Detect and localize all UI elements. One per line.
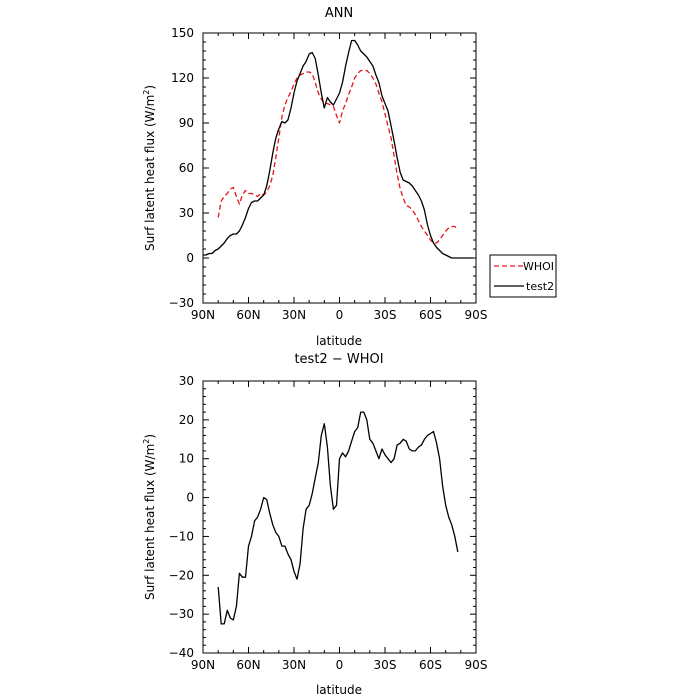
x-tick-label: 60N xyxy=(236,658,260,672)
top-chart-series-lines xyxy=(203,39,473,259)
y-tick-label: 10 xyxy=(179,452,194,466)
x-tick-label: 90N xyxy=(191,658,215,672)
y-tick-label: −10 xyxy=(169,529,194,543)
y-tick-label: 60 xyxy=(179,161,194,175)
y-tick-label: −30 xyxy=(169,296,194,310)
bottom-chart-y-axis-label-main: Surf latent heat flux (W/m xyxy=(143,444,157,600)
bottom-chart-title: test2 − WHOI xyxy=(294,352,383,367)
top-chart-y-axis-label-superscript: 2 xyxy=(142,90,151,95)
y-tick-label: 0 xyxy=(186,251,194,265)
top-chart-panel: ANN 90N 60N 30N 0 30S 60S 90S −30 0 30 60 90 120 150… xyxy=(142,6,557,348)
top-chart-title: ANN xyxy=(325,6,353,21)
x-tick-label: 90S xyxy=(465,308,488,322)
y-tick-label: 90 xyxy=(179,116,194,130)
bottom-chart-panel: test2 − WHOI 90N 60N 30N 0 30S 60S 90S −40−30−… xyxy=(142,352,487,697)
legend-label-whoi: WHOI xyxy=(523,260,554,273)
x-tick-label: 90S xyxy=(465,658,488,672)
top-chart-y-tick-labels: −30 0 30 60 90 120 150 xyxy=(169,26,194,310)
bottom-chart-y-axis-label-superscript: 2 xyxy=(142,439,151,444)
top-chart-y-axis-label: Surf latent heat flux (W/m2) xyxy=(142,85,157,251)
bottom-chart-y-tick-labels: −40 −30 −20 −10 0 10 20 30 xyxy=(169,374,194,660)
top-chart-y-axis-label-close: ) xyxy=(143,85,157,90)
x-tick-label: 90N xyxy=(191,308,215,322)
x-tick-label: 60S xyxy=(419,658,442,672)
bottom-chart-x-axis-label: latitude xyxy=(316,683,362,697)
y-tick-label: −40 xyxy=(169,646,194,660)
x-tick-label: 60N xyxy=(236,308,260,322)
bottom-chart-y-axis-label: Surf latent heat flux (W/m2) xyxy=(142,434,157,600)
x-tick-label: 60S xyxy=(419,308,442,322)
bottom-chart-x-tick-labels: 90N 60N 30N 0 30S 60S 90S xyxy=(191,658,488,672)
bottom-chart-y-axis-label-close: ) xyxy=(143,434,157,439)
top-chart-y-axis-label-main: Surf latent heat flux (W/m xyxy=(143,95,157,251)
legend-label-test2: test2 xyxy=(526,280,554,293)
top-chart-ticks xyxy=(202,32,477,304)
y-tick-label: 30 xyxy=(179,206,194,220)
y-tick-label: −30 xyxy=(169,607,194,621)
top-chart-legend: WHOI test2 xyxy=(489,254,557,298)
bottom-chart-ticks xyxy=(202,380,477,654)
x-tick-label: 30S xyxy=(374,658,397,672)
bottom-chart-plot-frame xyxy=(202,380,477,654)
top-chart-series-line-test2 xyxy=(203,39,473,259)
bottom-chart-series-lines xyxy=(217,411,459,625)
x-tick-label: 0 xyxy=(336,658,344,672)
y-tick-label: 30 xyxy=(179,374,194,388)
y-tick-label: 20 xyxy=(179,413,194,427)
legend-box xyxy=(489,254,557,298)
y-tick-label: 0 xyxy=(186,491,194,505)
y-tick-label: 150 xyxy=(171,26,194,40)
x-tick-label: 30N xyxy=(282,658,306,672)
y-tick-label: 120 xyxy=(171,71,194,85)
x-tick-label: 30S xyxy=(374,308,397,322)
bottom-chart-series-line-difference xyxy=(217,411,459,625)
top-chart-series-line-whoi xyxy=(217,69,459,244)
y-tick-label: −20 xyxy=(169,568,194,582)
top-chart-plot-frame xyxy=(202,32,477,304)
x-tick-label: 0 xyxy=(336,308,344,322)
top-chart-x-axis-label: latitude xyxy=(316,334,362,348)
x-tick-label: 30N xyxy=(282,308,306,322)
top-chart-x-tick-labels: 90N 60N 30N 0 30S 60S 90S xyxy=(191,308,488,322)
